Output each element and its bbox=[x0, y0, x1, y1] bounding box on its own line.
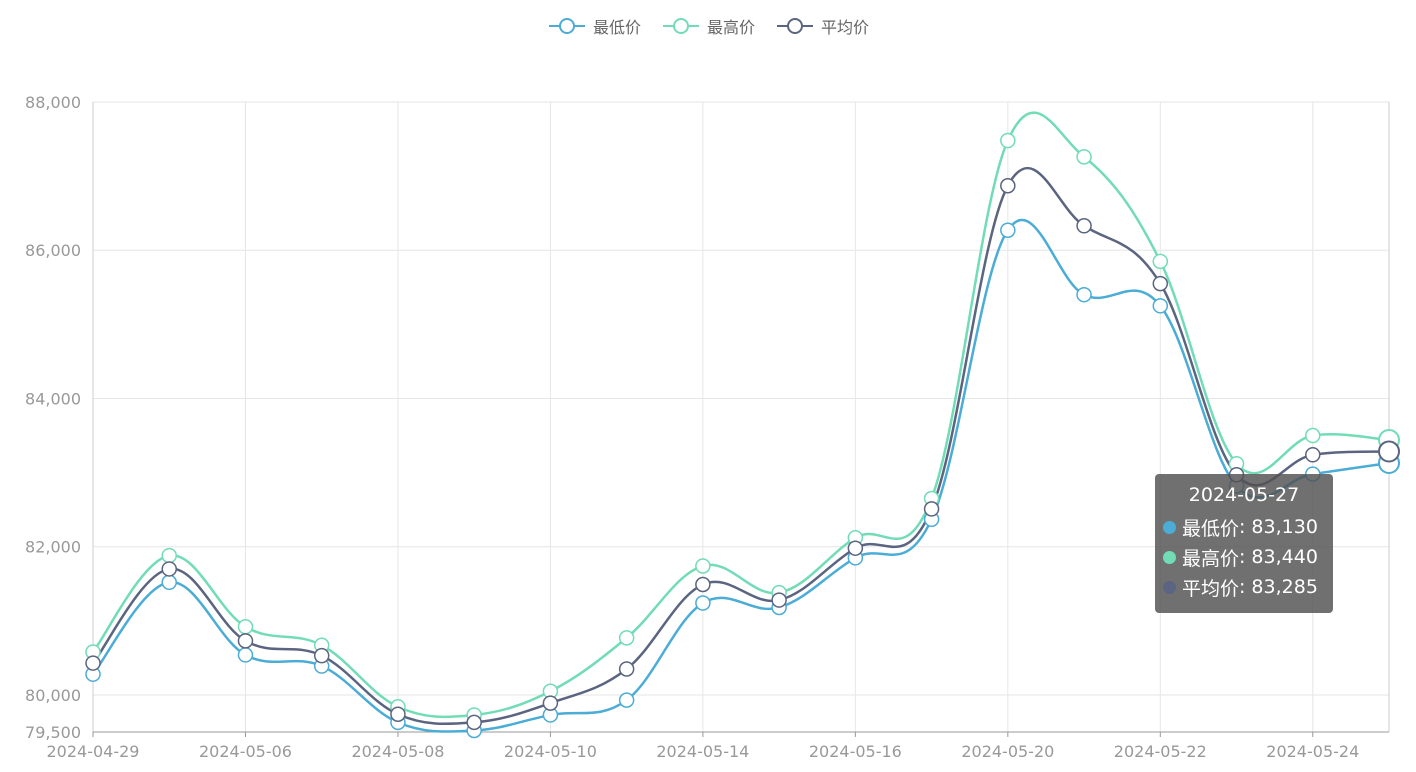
data-point bbox=[1152, 275, 1169, 292]
data-point bbox=[695, 576, 711, 593]
data-point bbox=[390, 706, 406, 722]
legend-label: 最高价 bbox=[706, 18, 755, 37]
tooltip-label: 最低价 bbox=[1182, 517, 1240, 540]
x-tick-label: 2024-05-10 bbox=[504, 742, 597, 761]
data-point bbox=[1076, 149, 1092, 165]
data-point bbox=[1305, 427, 1321, 444]
data-point bbox=[161, 561, 177, 577]
data-point bbox=[1000, 222, 1016, 238]
data-point bbox=[237, 633, 254, 649]
y-tick-label: 84,000 bbox=[25, 389, 81, 408]
data-point bbox=[161, 574, 177, 591]
x-tick-label: 2024-05-14 bbox=[656, 742, 749, 761]
data-point bbox=[1152, 298, 1169, 314]
series-dot-icon bbox=[1163, 550, 1176, 564]
x-tick-label: 2024-05-24 bbox=[1266, 742, 1359, 761]
tooltip-value: 83,130 bbox=[1251, 516, 1318, 538]
data-point bbox=[237, 619, 254, 635]
chart-tooltip: 2024-05-27 最低价: 83,130 最高价: 83,440 平均价: … bbox=[1155, 474, 1333, 613]
data-point bbox=[85, 655, 101, 671]
y-tick-label: 82,000 bbox=[25, 538, 81, 557]
tooltip-label: 平均价 bbox=[1182, 577, 1240, 600]
data-point bbox=[466, 714, 482, 731]
tooltip-row: 最高价: 83,440 bbox=[1163, 542, 1325, 572]
legend-item-series-2[interactable]: 平均价 bbox=[775, 14, 869, 38]
y-tick-label: 80,000 bbox=[25, 686, 81, 705]
data-point bbox=[618, 692, 635, 708]
legend-item-series-0[interactable]: 最低价 bbox=[547, 14, 641, 38]
x-tick-label: 2024-05-22 bbox=[1114, 742, 1207, 761]
data-point bbox=[1076, 218, 1092, 234]
y-tick-label: 86,000 bbox=[25, 241, 81, 260]
tooltip-label: 最高价 bbox=[1182, 547, 1240, 570]
data-point bbox=[1305, 447, 1321, 463]
data-point bbox=[1076, 286, 1092, 303]
tooltip-date: 2024-05-27 bbox=[1188, 484, 1300, 506]
x-tick-label: 2024-05-08 bbox=[351, 742, 444, 761]
x-tick-label: 2024-05-16 bbox=[809, 742, 902, 761]
data-point bbox=[1152, 253, 1169, 270]
tooltip-row: 最低价: 83,130 bbox=[1163, 512, 1325, 542]
legend-label: 平均价 bbox=[821, 18, 870, 37]
legend-label: 最低价 bbox=[592, 18, 641, 37]
y-tick-label: 88,000 bbox=[25, 93, 81, 112]
series-dot-icon bbox=[1163, 580, 1176, 594]
data-point bbox=[313, 647, 330, 664]
data-point bbox=[1378, 440, 1400, 463]
legend-marker-icon bbox=[777, 18, 813, 34]
data-point bbox=[618, 630, 635, 646]
y-tick-label: 79,500 bbox=[25, 723, 81, 742]
tooltip-row: 平均价: 83,285 bbox=[1163, 572, 1325, 602]
tooltip-value: 83,285 bbox=[1251, 576, 1318, 598]
x-tick-label: 2024-05-06 bbox=[199, 742, 292, 761]
data-point bbox=[1000, 132, 1016, 149]
series-line-1 bbox=[92, 111, 1390, 719]
x-tick-label: 2024-05-20 bbox=[961, 742, 1054, 761]
data-point bbox=[923, 501, 940, 517]
data-point bbox=[771, 592, 787, 608]
data-point bbox=[695, 558, 711, 574]
data-point bbox=[847, 540, 864, 556]
data-point bbox=[1000, 178, 1016, 194]
data-point bbox=[161, 547, 177, 564]
series-line-2 bbox=[92, 166, 1390, 726]
data-point bbox=[618, 661, 635, 677]
legend-marker-icon bbox=[662, 18, 699, 34]
data-point bbox=[695, 595, 711, 611]
series-dot-icon bbox=[1163, 520, 1176, 534]
legend-item-series-1[interactable]: 最高价 bbox=[661, 14, 755, 38]
data-point bbox=[237, 647, 254, 663]
chart-legend: 最低价 最高价 平均价 bbox=[0, 14, 1416, 38]
tooltip-value: 83,440 bbox=[1251, 546, 1318, 568]
data-point bbox=[542, 695, 559, 711]
x-tick-label: 2024-04-29 bbox=[47, 742, 140, 761]
series-line-0 bbox=[92, 219, 1390, 733]
legend-marker-icon bbox=[548, 18, 585, 34]
